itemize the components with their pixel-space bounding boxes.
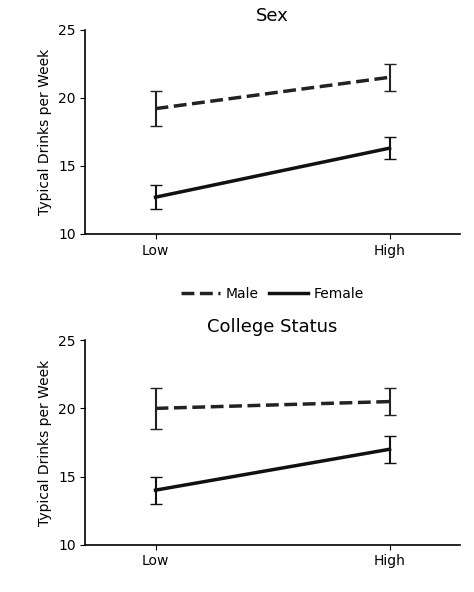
Title: College Status: College Status (207, 318, 338, 336)
Legend: Male, Female: Male, Female (175, 282, 370, 307)
Y-axis label: Typical Drinks per Week: Typical Drinks per Week (38, 359, 53, 526)
Title: Sex: Sex (256, 7, 289, 25)
Y-axis label: Typical Drinks per Week: Typical Drinks per Week (38, 49, 53, 215)
